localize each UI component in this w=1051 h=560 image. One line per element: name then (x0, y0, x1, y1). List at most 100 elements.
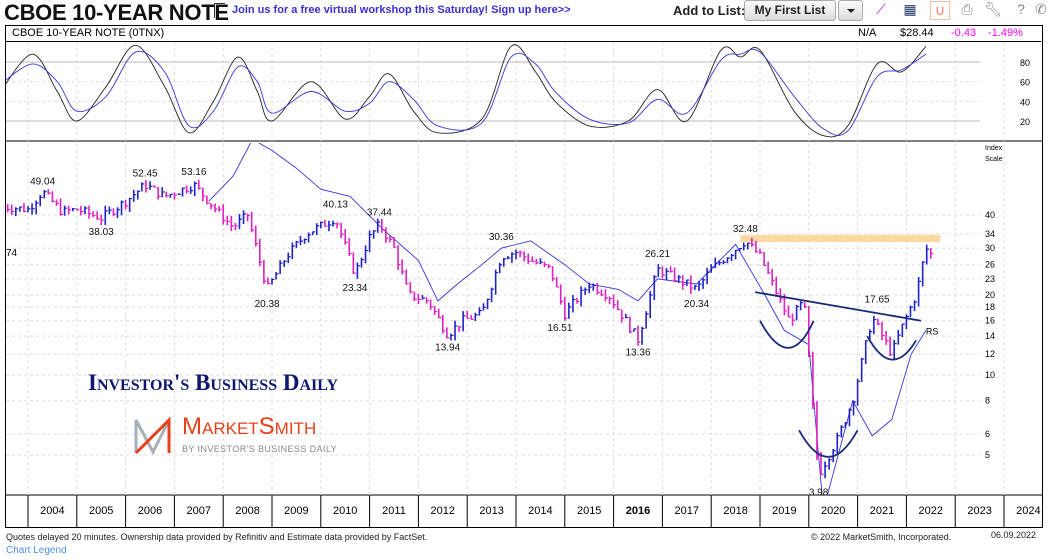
price-bar (206, 195, 210, 205)
price-bar (401, 259, 405, 275)
phone-icon[interactable]: ✆ (1035, 1, 1047, 17)
price-bar (218, 206, 222, 212)
price-bar (657, 264, 661, 277)
price-label: 3.98 (809, 487, 829, 498)
x-tick-label: 2009 (284, 505, 308, 517)
page-title: CBOE 10-YEAR NOTE (4, 0, 229, 25)
price-bar (799, 301, 804, 311)
workshop-promo-link[interactable]: Join us for a free virtual workshop this… (232, 4, 571, 16)
price-bar (31, 203, 35, 215)
price-bar (913, 300, 918, 312)
price-bar (193, 181, 198, 197)
price-bar (706, 267, 710, 285)
osc-tick-label: 20 (1020, 117, 1030, 127)
price-bar (661, 266, 665, 279)
print-icon[interactable]: ⎙ (961, 1, 973, 17)
price-bar (620, 309, 625, 323)
list-dropdown-button[interactable] (838, 0, 863, 21)
price-bar (441, 314, 446, 334)
price-bar (71, 207, 76, 212)
price-label: 49.04 (30, 176, 55, 187)
price-bar (372, 230, 377, 239)
price-bar (555, 276, 560, 288)
add-to-list-label: Add to List: (673, 3, 746, 18)
price-bar (185, 185, 190, 194)
price-bar (710, 264, 714, 273)
price-bar (35, 200, 39, 215)
price-bar (454, 320, 458, 341)
price-bar (848, 408, 852, 427)
price-bar (665, 267, 669, 280)
quote-status: N/A (858, 27, 877, 39)
price-bar (275, 272, 279, 280)
price-bar (88, 205, 92, 219)
price-bar (511, 252, 515, 263)
price-bar (189, 186, 194, 194)
price-bar (531, 256, 535, 263)
price-bar (596, 282, 600, 295)
price-bar (580, 286, 584, 307)
price-bar (161, 187, 165, 198)
price-bar (173, 192, 177, 200)
price-bar (295, 240, 299, 248)
price-bar (210, 203, 214, 210)
layout-grid-icon[interactable]: ▦ (903, 1, 917, 17)
price-bar (128, 197, 133, 212)
price-bar (250, 211, 255, 233)
price-bar (348, 237, 352, 256)
price-bar (576, 297, 580, 304)
price-bar (527, 253, 531, 264)
price-bar (283, 260, 287, 267)
wrench-icon[interactable]: 🔧︎ (984, 1, 1002, 17)
price-bar (559, 284, 564, 305)
help-icon[interactable]: ? (1017, 1, 1025, 17)
price-bar (698, 280, 702, 291)
price-bar (47, 189, 51, 195)
price-bar (437, 308, 442, 319)
price-bar (844, 422, 848, 429)
price-bar (669, 266, 674, 273)
price-bar (380, 218, 385, 233)
price-bar (873, 315, 877, 335)
right-shoulder-arc (866, 335, 917, 361)
price-bar (921, 261, 926, 287)
price-tick-label: 5 (985, 450, 990, 460)
price-bar (328, 220, 332, 232)
price-bar (864, 340, 869, 364)
price-bar (315, 223, 320, 236)
chart-legend-link[interactable]: Chart Legend (6, 545, 67, 556)
list-select-button[interactable]: My First List (744, 0, 836, 21)
price-bar (202, 187, 206, 202)
edge-price-label: 74 (6, 248, 18, 259)
price-bar (795, 304, 800, 321)
price-bar (344, 228, 348, 245)
price-bar (458, 326, 462, 332)
price-bar (507, 256, 511, 260)
price-bar (409, 281, 413, 294)
price-bar (63, 205, 68, 216)
price-bar (742, 242, 747, 251)
chart-frame (5, 25, 1043, 528)
price-bar (677, 275, 682, 283)
price-bar (214, 203, 218, 213)
price-bar (885, 330, 889, 345)
price-tick-label: 26 (985, 260, 995, 270)
line-chart-icon[interactable]: ⟋ (876, 1, 886, 17)
price-bar (242, 210, 247, 225)
price-tick-label: 40 (985, 210, 995, 220)
price-bar (470, 314, 474, 320)
price-bar (287, 252, 291, 264)
price-bar (124, 199, 129, 210)
disclaimer: Quotes delayed 20 minutes. Ownership dat… (6, 532, 428, 542)
price-bar (417, 293, 421, 305)
price-bar (592, 283, 596, 291)
curve-icon[interactable]: ∪ (930, 1, 950, 20)
price-tick-label: 30 (985, 243, 995, 253)
x-tick-label: 2015 (577, 505, 601, 517)
price-bar (222, 204, 226, 225)
flag-icon[interactable] (214, 3, 225, 15)
price-bar (523, 251, 527, 262)
price-bar (722, 260, 726, 265)
price-bar (108, 206, 112, 215)
price-bar (263, 259, 267, 284)
